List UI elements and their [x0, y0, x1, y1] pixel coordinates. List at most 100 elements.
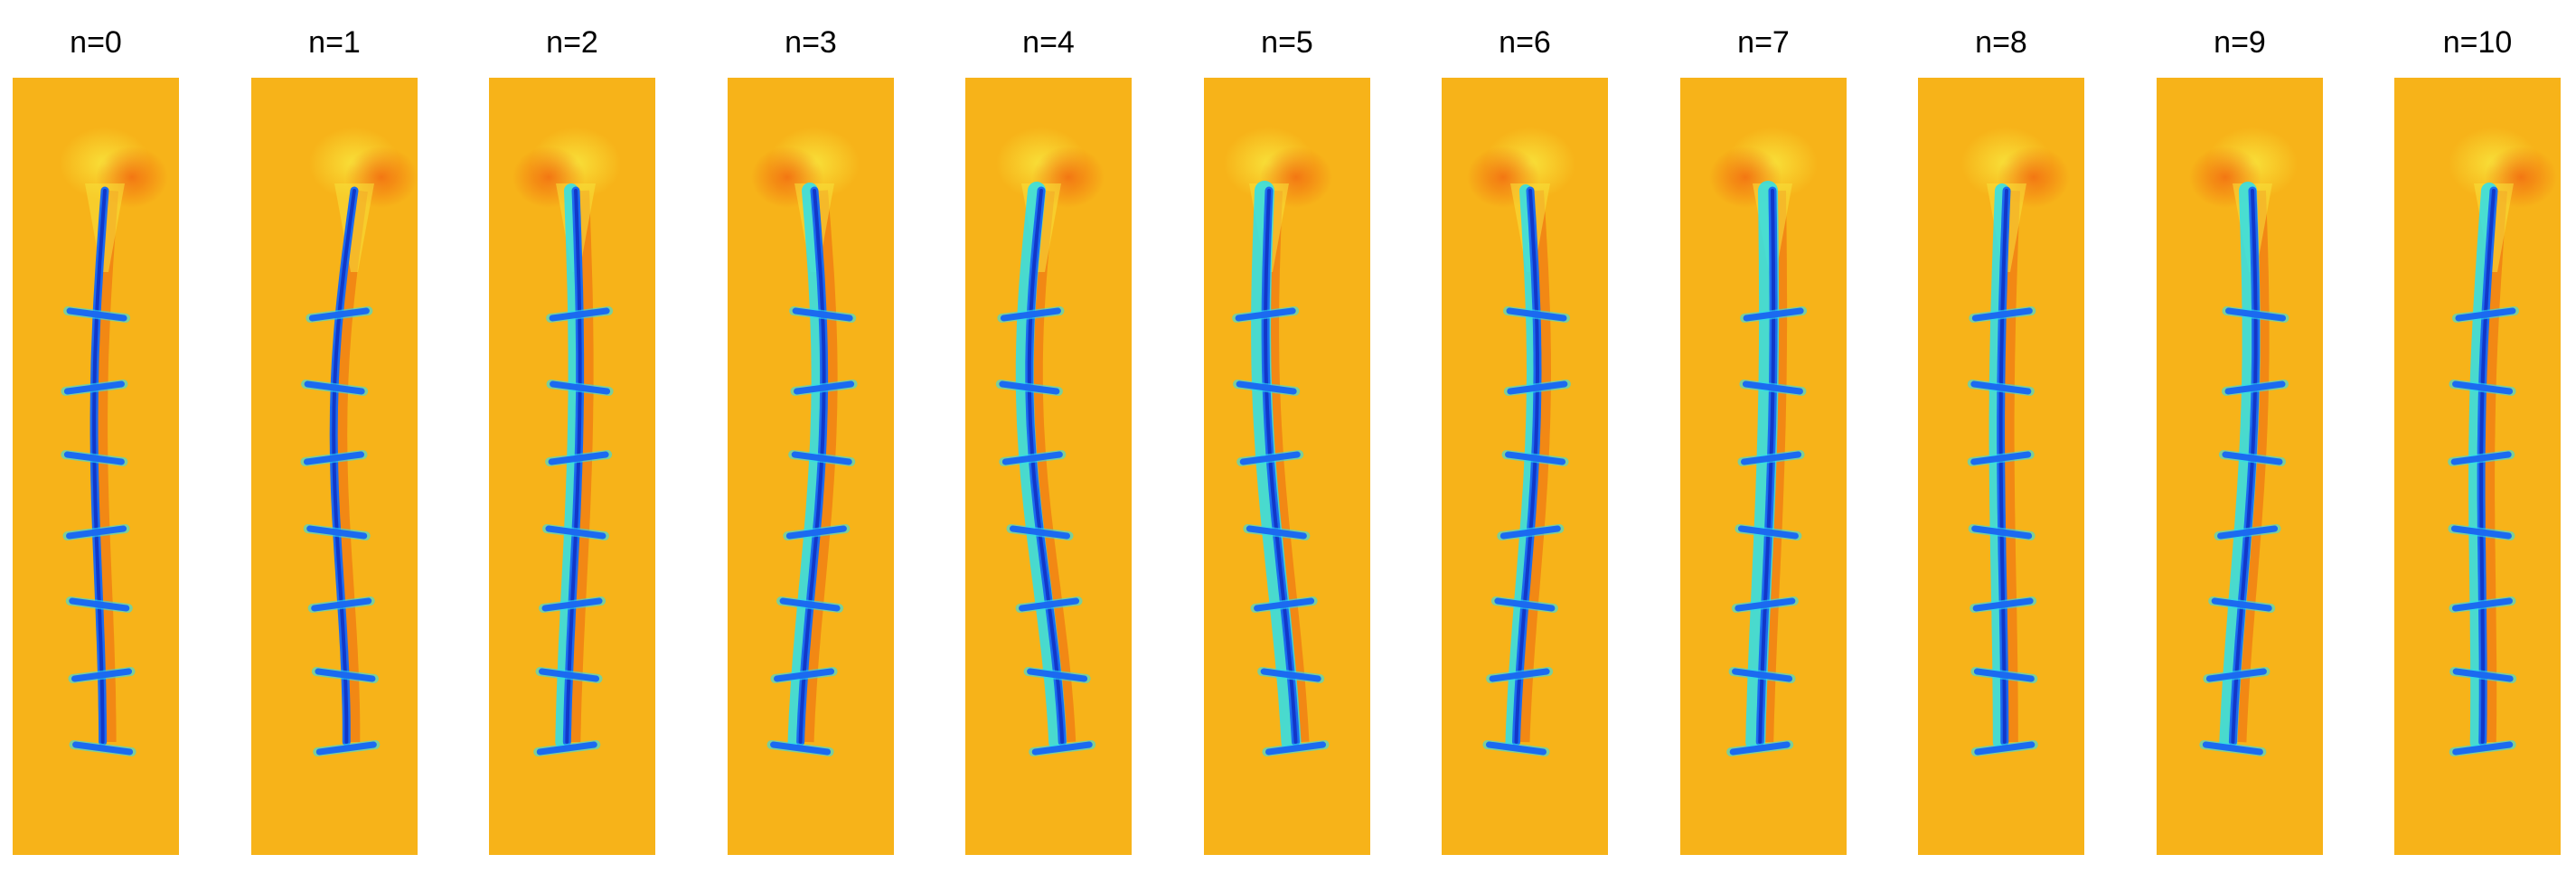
- rib: [1970, 380, 2032, 395]
- spine-core: [92, 189, 107, 744]
- motion-trace: [787, 183, 828, 750]
- rib: [304, 380, 365, 395]
- field-snapshot: [1680, 78, 1847, 855]
- frame-label: n=10: [2442, 25, 2513, 60]
- rib: [1743, 307, 1804, 322]
- rib: [1001, 451, 1063, 465]
- field-snapshot: [2157, 78, 2323, 855]
- snapshot-panel: [1680, 78, 1847, 855]
- field-snapshot: [489, 78, 655, 855]
- frame-label: n=4: [1022, 25, 1075, 60]
- rib: [1494, 597, 1556, 612]
- rib: [1507, 380, 1568, 395]
- rib: [308, 307, 370, 322]
- frame-label: n=2: [546, 25, 598, 60]
- rib: [2225, 307, 2287, 322]
- rib: [303, 451, 364, 465]
- rib: [72, 741, 134, 756]
- spine-core: [1264, 189, 1298, 744]
- rib: [1506, 307, 1567, 322]
- snapshot-panel: [728, 78, 894, 855]
- wake-strip: [1026, 190, 1076, 743]
- rib: [2205, 668, 2267, 682]
- snapshot-panel: [1204, 78, 1370, 855]
- field-snapshot: [965, 78, 1132, 855]
- rib: [791, 451, 852, 465]
- rib: [999, 380, 1060, 395]
- rib: [550, 380, 611, 395]
- rib: [63, 380, 125, 395]
- wake-strip: [2230, 190, 2270, 743]
- spine-core: [565, 189, 582, 744]
- rib: [2455, 307, 2516, 322]
- motion-trace: [1015, 182, 1067, 751]
- field-snapshot: [728, 78, 894, 855]
- rib: [1027, 668, 1088, 682]
- rib: [1735, 597, 1796, 612]
- rib: [2222, 451, 2283, 465]
- spine-core: [2231, 189, 2258, 744]
- rib: [1729, 741, 1791, 756]
- snapshot-panel: [2157, 78, 2323, 855]
- rib: [539, 668, 600, 682]
- wake-strip: [1513, 190, 1552, 743]
- spine-core: [1514, 189, 1540, 744]
- rib: [1489, 668, 1550, 682]
- rib: [2452, 668, 2514, 682]
- rib: [774, 668, 835, 682]
- tip-fan: [334, 183, 374, 272]
- wake-strip: [91, 190, 118, 742]
- rib: [1246, 525, 1307, 540]
- rib: [1019, 597, 1080, 612]
- rib: [548, 451, 609, 465]
- rib: [69, 597, 130, 612]
- spine-core: [1758, 189, 1776, 744]
- rib: [1741, 451, 1802, 465]
- rib: [794, 380, 855, 395]
- wake-strip: [797, 190, 838, 743]
- snapshot-panel: [2394, 78, 2561, 855]
- frame-label: n=7: [1737, 25, 1790, 60]
- field-snapshot: [251, 78, 418, 855]
- rib: [1239, 451, 1301, 465]
- snapshot-panel: [1918, 78, 2084, 855]
- wake-strip: [2478, 190, 2507, 743]
- frame-label: n=8: [1975, 25, 2027, 60]
- rib: [1500, 525, 1561, 540]
- motion-trace: [1745, 181, 1780, 752]
- rib: [1235, 307, 1296, 322]
- rib: [1265, 741, 1327, 756]
- rib: [315, 668, 376, 682]
- rib: [1485, 741, 1547, 756]
- rib: [1970, 451, 2032, 465]
- field-snapshot: [2394, 78, 2561, 855]
- spine-core: [1998, 189, 2008, 744]
- motion-trace: [2468, 183, 2497, 750]
- wake-strip: [564, 190, 594, 743]
- snapshot-panel: [13, 78, 179, 855]
- rib: [785, 525, 847, 540]
- frame-label: n=1: [308, 25, 361, 60]
- rib: [71, 668, 133, 682]
- rib: [66, 525, 127, 540]
- wake-strip: [331, 189, 368, 742]
- spine-core: [798, 189, 826, 744]
- field-snapshot: [1204, 78, 1370, 855]
- rib: [792, 307, 853, 322]
- rib: [2450, 525, 2512, 540]
- frame-label: n=0: [70, 25, 122, 60]
- rib: [1973, 668, 2035, 682]
- snapshot-panel: [965, 78, 1132, 855]
- rib: [1742, 380, 1803, 395]
- rib: [2451, 597, 2513, 612]
- rib: [1000, 307, 1061, 322]
- field-snapshot: [13, 78, 179, 855]
- rib: [1505, 451, 1566, 465]
- rib: [66, 307, 127, 322]
- rib: [1972, 597, 2034, 612]
- spine-core: [1027, 189, 1065, 744]
- rib: [2224, 380, 2286, 395]
- rib: [545, 525, 606, 540]
- snapshot-panel: [489, 78, 655, 855]
- frame-label: n=9: [2214, 25, 2266, 60]
